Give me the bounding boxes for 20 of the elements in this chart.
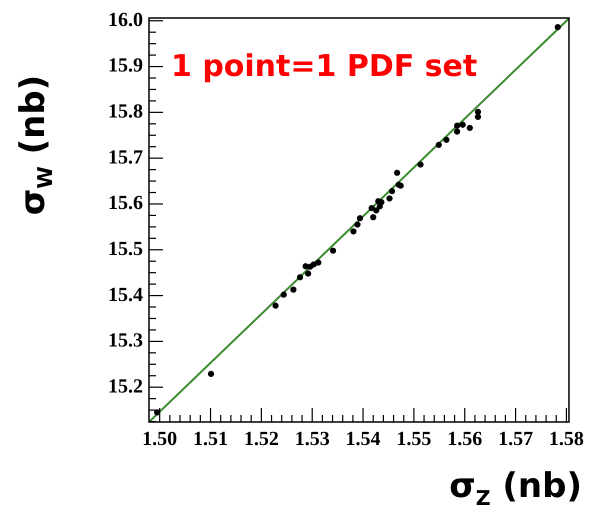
x-tick-label: 1.51 [193, 428, 228, 450]
y-tick-label: 15.2 [108, 375, 143, 398]
x-tick-label: 1.56 [447, 428, 482, 450]
y-tick-label: 15.4 [108, 284, 143, 306]
x-tick-label: 1.50 [142, 428, 178, 450]
y-tick-label: 16.0 [108, 8, 143, 31]
y-tick-label: 15.5 [108, 238, 143, 260]
x-tick-label: 1.55 [396, 428, 432, 450]
x-tick-label: 1.53 [294, 428, 330, 450]
y-tick-label: 15.3 [108, 330, 143, 352]
x-tick-label: 1.52 [244, 428, 279, 450]
x-tick-label: 1.54 [346, 428, 381, 450]
y-tick-label: 15.8 [108, 100, 143, 123]
y-tick-label: 15.9 [108, 54, 143, 77]
x-tick-label: 1.58 [548, 428, 584, 450]
y-tick-label: 15.6 [108, 192, 143, 214]
x-axis-title: σ$_{Z}$ (nb) [449, 466, 582, 510]
x-tick-label: 1.57 [498, 428, 534, 450]
annotation: 1 point=1 PDF set [171, 49, 478, 84]
y-tick-label: 15.7 [108, 146, 143, 168]
